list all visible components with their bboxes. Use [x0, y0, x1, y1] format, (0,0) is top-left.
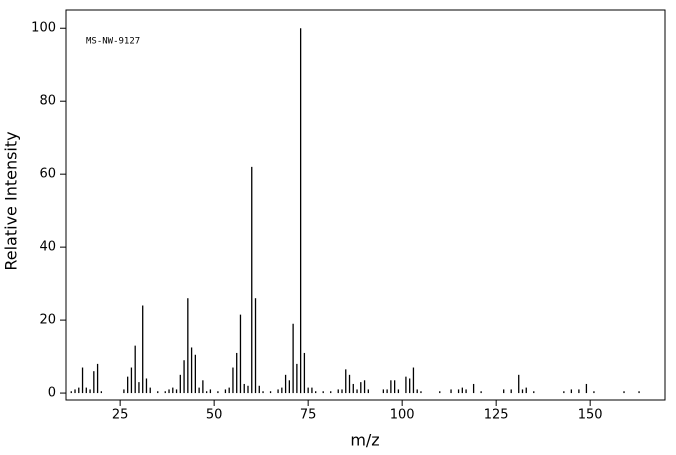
y-tick-label: 20 — [39, 313, 56, 328]
y-tick-label: 0 — [48, 386, 56, 401]
y-axis-title: Relative Intensity — [2, 131, 21, 270]
x-tick-label: 125 — [484, 408, 509, 423]
plot-frame — [65, 9, 666, 401]
x-tick-label: 50 — [206, 408, 223, 423]
x-tick-label: 25 — [112, 408, 129, 423]
x-axis-title: m/z — [350, 431, 379, 450]
y-tick-label: 80 — [39, 94, 56, 109]
annotation: MS-NW-9127 — [86, 37, 140, 47]
y-tick-label: 60 — [39, 167, 56, 182]
x-tick-label: 150 — [578, 408, 603, 423]
x-tick-label: 100 — [390, 408, 415, 423]
y-tick-label: 100 — [31, 21, 56, 36]
x-tick-label: 75 — [300, 408, 317, 423]
y-tick-label: 40 — [39, 240, 56, 255]
